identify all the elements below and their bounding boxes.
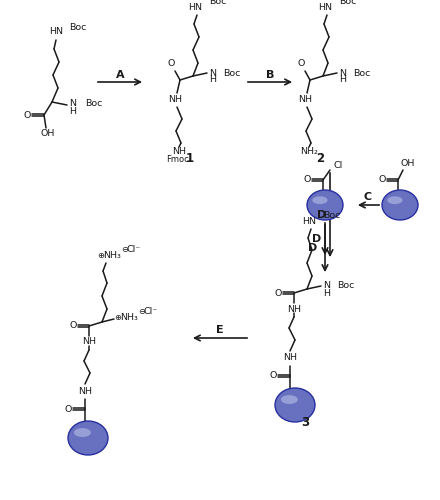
- Text: ⊕: ⊕: [98, 250, 105, 260]
- Text: OH: OH: [41, 130, 55, 138]
- Text: 1: 1: [186, 152, 194, 164]
- Text: NH₂: NH₂: [300, 146, 318, 156]
- Text: O: O: [269, 372, 277, 380]
- Text: HN: HN: [188, 2, 202, 12]
- Text: NH₃: NH₃: [103, 250, 121, 260]
- Text: O: O: [274, 288, 282, 298]
- Text: Boc: Boc: [209, 0, 226, 6]
- Text: NH: NH: [298, 96, 312, 104]
- Text: NH: NH: [287, 304, 301, 314]
- Text: N: N: [323, 282, 330, 290]
- Text: D: D: [317, 210, 326, 220]
- Ellipse shape: [74, 428, 91, 437]
- Text: B: B: [266, 70, 274, 80]
- Text: H: H: [209, 76, 216, 84]
- Text: Cl⁻: Cl⁻: [127, 244, 141, 254]
- Ellipse shape: [307, 190, 343, 220]
- Ellipse shape: [387, 196, 403, 204]
- Text: ⊖: ⊖: [121, 244, 128, 254]
- Text: O: O: [167, 60, 175, 68]
- Text: O: O: [297, 60, 304, 68]
- Ellipse shape: [281, 395, 298, 404]
- Text: E: E: [216, 325, 224, 335]
- Text: Cl: Cl: [334, 160, 343, 170]
- Text: D: D: [308, 243, 318, 253]
- Text: NH: NH: [168, 96, 182, 104]
- Text: D: D: [312, 234, 322, 244]
- Text: ⊖: ⊖: [139, 306, 146, 316]
- Ellipse shape: [68, 421, 108, 455]
- Text: N: N: [209, 68, 216, 78]
- Ellipse shape: [382, 190, 418, 220]
- Ellipse shape: [312, 196, 328, 204]
- Text: 2: 2: [316, 152, 324, 164]
- Text: O: O: [303, 176, 311, 184]
- Text: HN: HN: [318, 2, 332, 12]
- Text: OH: OH: [401, 160, 415, 168]
- Text: HN: HN: [302, 216, 316, 226]
- Text: N: N: [340, 68, 347, 78]
- Text: H: H: [340, 76, 347, 84]
- Text: Boc: Boc: [339, 0, 356, 6]
- Text: Boc: Boc: [353, 68, 370, 78]
- Text: H: H: [70, 106, 77, 116]
- Text: C: C: [364, 192, 372, 202]
- Text: Fmoc: Fmoc: [165, 156, 188, 164]
- Text: O: O: [23, 110, 31, 120]
- Ellipse shape: [275, 388, 315, 422]
- Text: Boc: Boc: [323, 212, 341, 220]
- Text: N: N: [70, 100, 77, 108]
- Text: NH: NH: [78, 386, 92, 396]
- Text: Boc: Boc: [69, 22, 86, 32]
- Text: O: O: [378, 176, 386, 184]
- Text: HN: HN: [49, 28, 63, 36]
- Text: H: H: [323, 288, 330, 298]
- Text: Cl⁻: Cl⁻: [144, 306, 158, 316]
- Text: A: A: [116, 70, 125, 80]
- Text: ⊕: ⊕: [114, 312, 121, 322]
- Text: Boc: Boc: [85, 100, 103, 108]
- Text: Boc: Boc: [337, 282, 354, 290]
- Text: O: O: [70, 322, 77, 330]
- Text: 3: 3: [301, 416, 309, 430]
- Text: NH: NH: [283, 354, 297, 362]
- Text: Boc: Boc: [223, 68, 240, 78]
- Text: NH₃: NH₃: [120, 312, 138, 322]
- Text: NH: NH: [82, 338, 96, 346]
- Text: O: O: [64, 404, 72, 413]
- Text: NH: NH: [172, 146, 186, 156]
